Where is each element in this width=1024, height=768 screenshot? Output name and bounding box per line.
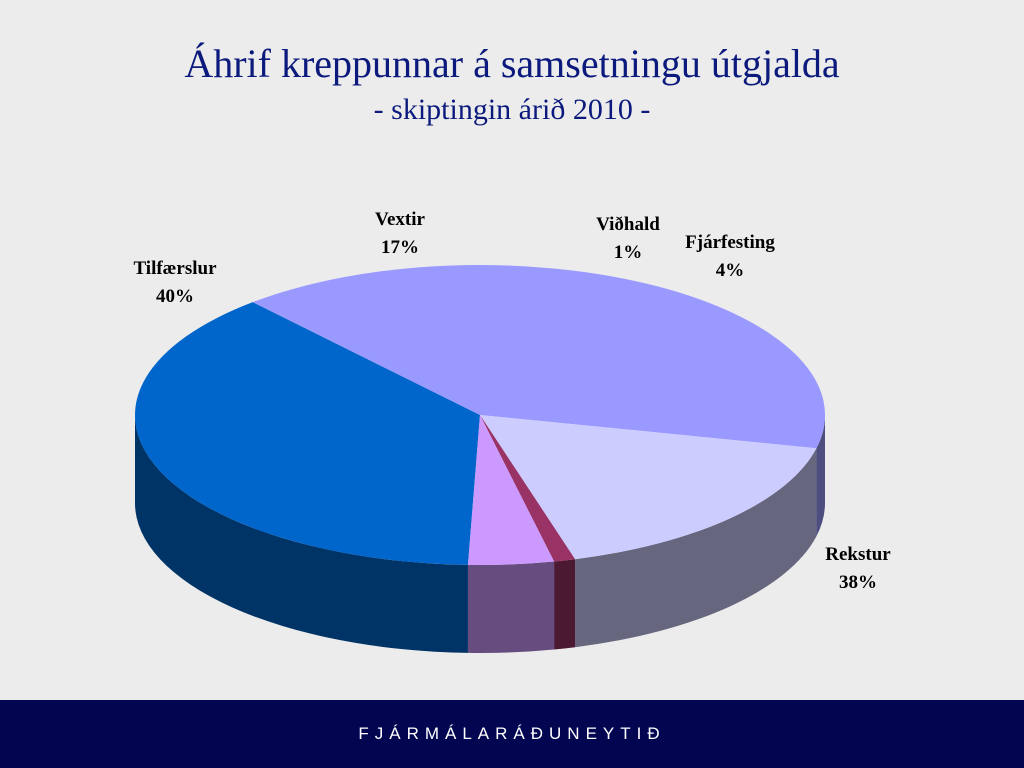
pie-side-tilfærslur [816,415,825,537]
chart-subtitle: - skiptingin árið 2010 - [373,93,651,126]
label-fjarfesting-value: 4% [715,260,745,281]
label-tilfaerslur: Tilfærslur 40% [105,255,245,311]
label-rekstur: Rekstur 38% [788,541,928,597]
label-vextir: Vextir 17% [330,206,470,262]
label-tilfaerslur-value: 40% [156,286,194,307]
pie-slice-tilfærslur [252,265,825,449]
pie-slice-viðhald [480,415,576,562]
label-rekstur-name: Rekstur [825,544,891,565]
pie-side-fjárfesting [467,561,555,653]
pie-side-rekstur [135,415,468,653]
label-vidhald-name: Viðhald [596,214,660,235]
pie-chart [134,265,825,653]
pie-side-viðhald [554,559,576,650]
label-rekstur-value: 38% [839,572,877,593]
label-vextir-value: 17% [381,237,419,258]
label-fjarfesting: Fjárfesting 4% [660,229,800,285]
label-tilfaerslur-name: Tilfærslur [133,258,217,279]
label-vextir-name: Vextir [375,209,425,230]
pie-side-vextir [575,448,817,648]
footer-bar [0,700,1024,768]
label-vidhald: Viðhald 1% [568,211,688,267]
label-fjarfesting-name: Fjárfesting [685,232,775,253]
pie-slice-rekstur [134,302,480,565]
pie-slice-fjárfesting [467,415,555,565]
chart-title: Áhrif kreppunnar á samsetningu útgjalda [184,41,840,86]
footer-logo-text: FJÁRMÁLARÁÐUNEYTIÐ [358,724,666,743]
pie-slice-vextir [480,415,817,560]
label-vidhald-value: 1% [613,242,643,263]
